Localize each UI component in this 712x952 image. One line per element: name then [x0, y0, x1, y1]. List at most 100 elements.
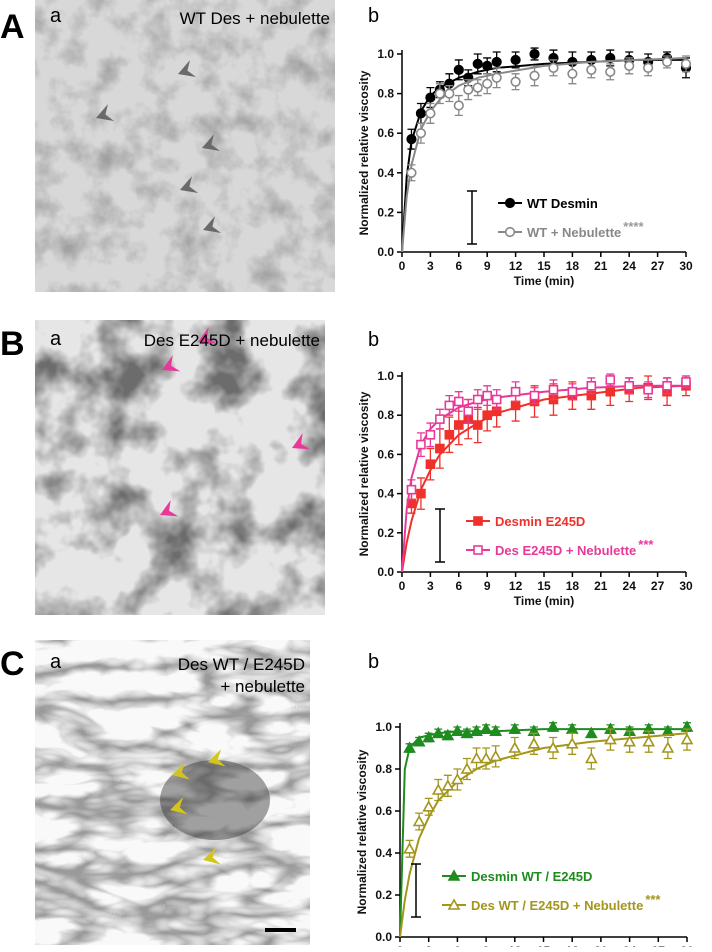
data-point	[567, 68, 578, 79]
data-point	[643, 384, 653, 395]
data-point	[565, 737, 579, 749]
legend-bracket	[411, 863, 421, 918]
legend-label: WT Desmin	[527, 196, 598, 211]
y-tick-label: 0.2	[375, 888, 392, 902]
image-label: a	[50, 5, 62, 27]
x-tick-label: 9	[484, 259, 491, 273]
data-point	[680, 58, 692, 70]
data-point	[406, 484, 417, 495]
data-point	[415, 128, 427, 139]
significance: ***	[645, 892, 661, 907]
data-point	[510, 386, 521, 397]
image-caption: WT Des + nebulette	[180, 9, 330, 28]
x-tick-label: 30	[679, 259, 693, 273]
panel-letter: B	[0, 325, 25, 363]
x-tick-label: 21	[594, 259, 608, 273]
data-point	[425, 459, 436, 470]
data-point	[451, 724, 464, 737]
data-point	[431, 783, 445, 795]
data-point	[453, 64, 464, 75]
data-point	[661, 56, 673, 68]
data-point	[472, 82, 483, 93]
data-point	[441, 728, 455, 741]
data-point	[453, 396, 464, 407]
data-point	[406, 134, 417, 145]
legend-marker	[504, 226, 516, 238]
data-point	[425, 429, 436, 440]
data-point	[680, 732, 694, 745]
micrograph	[35, 0, 335, 292]
data-point	[662, 380, 672, 391]
image-caption: Des E245D + nebulette	[144, 331, 320, 350]
data-point	[624, 60, 635, 71]
y-axis-title: Normalized relative viscosity	[355, 749, 369, 914]
y-tick-label: 0.0	[375, 930, 392, 944]
data-point	[444, 429, 455, 440]
image-label: a	[50, 651, 62, 673]
x-tick-label: 21	[594, 579, 608, 593]
legend-label: Desmin WT / E245D	[471, 869, 592, 884]
data-point	[681, 377, 691, 387]
data-point	[416, 439, 426, 450]
x-tick-label: 12	[509, 259, 523, 273]
data-point	[482, 410, 493, 421]
data-point	[425, 108, 436, 119]
data-point	[435, 443, 445, 454]
data-point	[491, 56, 502, 68]
data-point	[441, 779, 455, 791]
data-point	[472, 394, 483, 405]
data-point	[508, 722, 522, 734]
legend-marker	[504, 197, 516, 209]
panel-letter: A	[0, 8, 25, 46]
x-tick-label: 27	[651, 579, 665, 593]
data-point	[491, 394, 502, 405]
x-axis-title: Time (min)	[514, 594, 574, 608]
x-tick-label: 12	[509, 579, 523, 593]
data-point	[586, 380, 597, 391]
data-point	[479, 722, 493, 734]
data-point	[482, 78, 493, 89]
legend-marker	[473, 545, 483, 555]
legend-marker	[447, 869, 461, 881]
y-tick-label: 1.0	[377, 369, 394, 383]
x-tick-label: 15	[537, 579, 551, 593]
x-tick-label: 3	[427, 579, 434, 593]
data-point	[605, 375, 616, 385]
data-point	[642, 735, 656, 747]
legend-marker	[473, 516, 483, 526]
data-point	[529, 390, 540, 401]
chart-label: b	[368, 5, 379, 27]
y-tick-label: 0.8	[377, 87, 394, 101]
data-point	[643, 62, 654, 73]
data-point	[510, 400, 521, 411]
data-point	[470, 751, 483, 764]
y-tick-label: 0.8	[377, 408, 394, 422]
data-point	[604, 732, 617, 745]
data-point	[482, 390, 493, 401]
x-tick-label: 15	[537, 259, 551, 273]
micrograph	[35, 320, 325, 615]
chart-label: b	[368, 329, 379, 351]
data-point	[463, 84, 474, 95]
data-point	[463, 406, 474, 417]
y-tick-label: 0.4	[377, 166, 394, 180]
data-point	[567, 386, 578, 397]
y-tick-label: 0.6	[377, 447, 394, 461]
data-point	[479, 751, 493, 764]
y-tick-label: 0.6	[375, 804, 392, 818]
data-point	[412, 735, 426, 747]
x-tick-label: 6	[455, 259, 462, 273]
data-point	[472, 58, 483, 70]
x-tick-label: 0	[399, 259, 406, 273]
y-tick-label: 1.0	[377, 47, 394, 61]
data-point	[412, 814, 426, 827]
data-point	[435, 414, 445, 424]
chart-label: b	[368, 651, 379, 673]
data-point	[416, 488, 426, 499]
data-point	[422, 800, 436, 812]
legend-label: WT + Nebulette	[527, 225, 621, 240]
data-point	[661, 741, 675, 753]
y-axis-title: Normalized relative viscosity	[357, 70, 371, 235]
x-tick-label: 6	[455, 579, 462, 593]
